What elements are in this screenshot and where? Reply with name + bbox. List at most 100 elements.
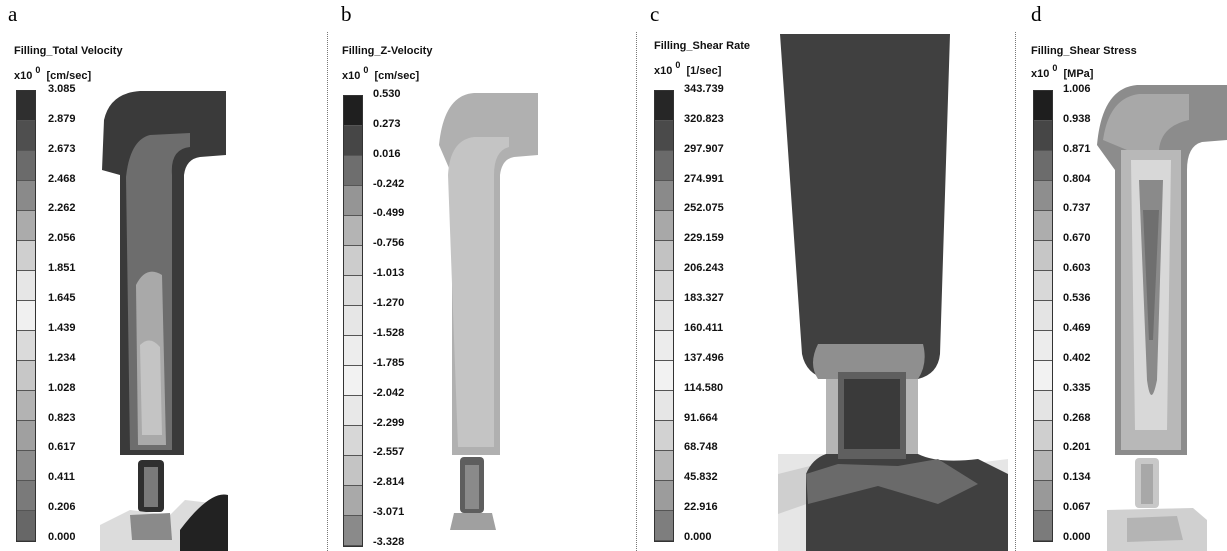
color-scale-segment: [17, 511, 35, 541]
scale-tick-label: 0.411: [48, 471, 75, 484]
color-scale-segment: [17, 121, 35, 151]
mold-cavity-render: [439, 93, 538, 530]
color-scale-segment: [1034, 391, 1052, 421]
scale-tick-label: 0.530: [373, 88, 401, 100]
color-scale-segment: [655, 421, 673, 451]
panel-letter: a: [8, 2, 18, 26]
scale-tick-labels: 3.085 2.879 2.673 2.468 2.262 2.056 1.851 1.645…: [48, 83, 108, 545]
color-scale-segment: [17, 181, 35, 211]
scale-tick-label: 1.851: [48, 262, 76, 275]
color-scale-segment: [655, 241, 673, 271]
color-scale-segment: [1034, 421, 1052, 451]
panel-c: c Filling_Shear Rate x10 0 [1/sec] 343.7…: [638, 0, 1008, 551]
color-scale-segment: [344, 246, 362, 276]
scale-tick-label: 0.823: [48, 411, 76, 424]
color-scale-segment: [17, 211, 35, 241]
panel-b: b Filling_Z-Velocity x10 0 [cm/sec] 0.53…: [329, 0, 629, 551]
color-scale-segment: [655, 391, 673, 421]
scale-tick-label: -0.242: [373, 177, 405, 190]
scale-tick-label: -0.499: [373, 207, 405, 220]
scale-tick-label: 22.916: [684, 501, 718, 514]
unit-label: [MPa]: [1063, 68, 1094, 80]
scale-tick-label: -2.042: [373, 386, 405, 399]
color-scale-segment: [344, 96, 362, 126]
panel-a: a Filling_Total Velocity x10 0 [cm/sec] …: [0, 0, 320, 551]
color-scale-segment: [344, 276, 362, 306]
scale-prefix: x10: [342, 70, 361, 82]
color-scale-segment: [1034, 271, 1052, 301]
scale-tick-label: 1.028: [48, 381, 76, 394]
color-scale-segment: [655, 91, 673, 121]
panel-divider: [327, 32, 328, 551]
color-scale-segment: [17, 151, 35, 181]
legend-title: Filling_Shear Stress: [1031, 45, 1137, 57]
color-scale-segment: [344, 126, 362, 156]
mold-cavity-render: [1097, 85, 1227, 551]
scale-tick-label: 0.804: [1063, 172, 1091, 185]
legend-title: Filling_Total Velocity: [14, 45, 123, 57]
color-scale-segment: [655, 451, 673, 481]
scale-tick-label: 0.670: [1063, 232, 1091, 245]
mold-cavity-render: [778, 34, 1008, 551]
scale-tick-label: 0.737: [1063, 202, 1091, 215]
color-scale-bar: [1033, 90, 1053, 542]
scale-exponent: 0: [675, 60, 681, 70]
scale-tick-label: 2.673: [48, 142, 76, 155]
scale-tick-label: 3.085: [48, 83, 76, 95]
color-scale-segment: [1034, 451, 1052, 481]
color-scale-segment: [1034, 181, 1052, 211]
panel-letter: b: [341, 2, 352, 26]
mold-cavity-render: [100, 88, 228, 551]
scale-tick-label: 320.823: [684, 112, 724, 125]
color-scale-segment: [344, 426, 362, 456]
scale-tick-label: 1.439: [48, 321, 76, 334]
panel-d: d Filling_Shear Stress x10 0 [MPa] 1.006…: [1017, 0, 1227, 551]
color-scale-bar: [343, 95, 363, 547]
panel-letter: c: [650, 2, 660, 26]
scale-tick-label: -1.528: [373, 326, 405, 339]
scale-tick-label: 2.056: [48, 232, 76, 245]
scale-tick-label: -2.299: [373, 416, 405, 429]
scale-tick-label: 2.262: [48, 202, 76, 215]
color-scale-segment: [344, 516, 362, 546]
panel-divider: [636, 32, 637, 551]
color-scale-segment: [1034, 241, 1052, 271]
scale-tick-label: -1.270: [373, 297, 405, 310]
scale-prefix: x10: [14, 70, 33, 82]
color-scale-segment: [344, 486, 362, 516]
scale-tick-label: 0.206: [48, 501, 76, 514]
scale-tick-label: 91.664: [684, 411, 718, 424]
scale-tick-label: -1.785: [373, 356, 405, 369]
scale-tick-label: 1.006: [1063, 83, 1091, 95]
scale-tick-label: 45.832: [684, 471, 718, 484]
color-scale-segment: [17, 91, 35, 121]
color-scale-segment: [1034, 211, 1052, 241]
color-scale-segment: [1034, 481, 1052, 511]
scale-exponent: 0: [35, 65, 41, 75]
scale-tick-label: 252.075: [684, 202, 724, 215]
scale-prefix: x10: [654, 65, 673, 77]
legend-units: x10 0 [cm/sec]: [342, 65, 419, 82]
color-scale-segment: [344, 336, 362, 366]
scale-tick-label: -2.557: [373, 446, 405, 459]
scale-tick-label: 1.234: [48, 351, 76, 364]
color-scale-segment: [655, 481, 673, 511]
scale-tick-label: 0.402: [1063, 351, 1091, 364]
color-scale-segment: [17, 451, 35, 481]
scale-tick-label: -0.756: [373, 237, 405, 250]
color-scale-segment: [655, 331, 673, 361]
color-scale-segment: [344, 306, 362, 336]
color-scale-segment: [344, 156, 362, 186]
color-scale-segment: [344, 366, 362, 396]
scale-tick-label: 68.748: [684, 441, 718, 454]
scale-tick-label: -3.071: [373, 506, 405, 519]
scale-tick-labels: 0.530 0.273 0.016 -0.242 -0.499 -0.756 -1.013 -…: [373, 88, 433, 550]
color-scale-bar: [654, 90, 674, 542]
scale-tick-label: 0.273: [373, 117, 401, 130]
color-scale-segment: [1034, 511, 1052, 541]
color-scale-segment: [17, 241, 35, 271]
unit-label: [cm/sec]: [46, 70, 92, 82]
scale-tick-label: 1.645: [48, 292, 76, 305]
color-scale-segment: [344, 396, 362, 426]
color-scale-segment: [17, 331, 35, 361]
